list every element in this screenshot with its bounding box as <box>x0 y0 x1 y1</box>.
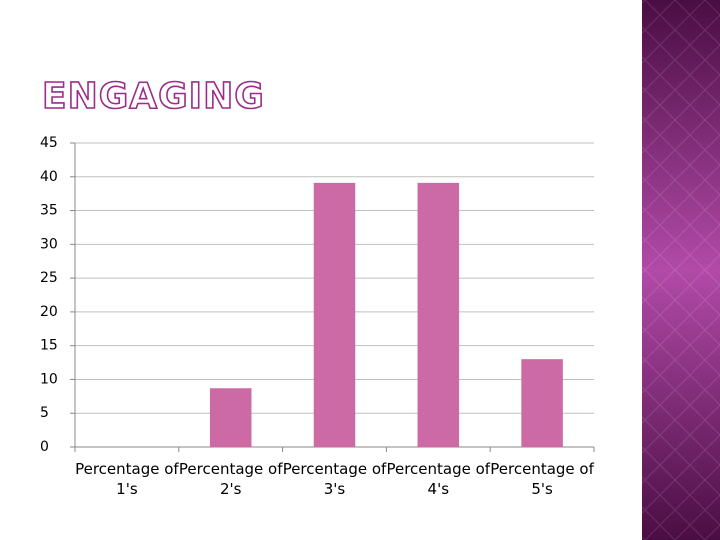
bar <box>313 182 356 447</box>
y-tick-label: 30 <box>40 236 58 252</box>
bar <box>209 388 252 447</box>
x-tick-label: Percentage of 2's <box>178 460 283 498</box>
y-tick-label: 20 <box>40 304 58 320</box>
slide-title: ENGAGING <box>42 76 265 117</box>
side-pattern <box>642 0 720 540</box>
y-tick-label: 5 <box>40 405 49 421</box>
y-tick-label: 35 <box>40 203 58 219</box>
bar <box>521 359 563 447</box>
y-tick-label: 25 <box>40 270 58 286</box>
y-tick-label: 10 <box>40 371 58 387</box>
y-tick-label: 15 <box>40 338 58 354</box>
bar <box>417 182 460 447</box>
y-tick-label: 45 <box>40 135 58 151</box>
x-tick-label: Percentage of 3's <box>282 460 387 498</box>
x-tick-label: Percentage of 5's <box>490 460 594 498</box>
y-tick-label: 0 <box>40 439 49 455</box>
x-tick-label: Percentage of 4's <box>386 460 491 498</box>
x-tick-label: Percentage of 1's <box>75 460 179 498</box>
y-tick-label: 40 <box>40 169 58 185</box>
